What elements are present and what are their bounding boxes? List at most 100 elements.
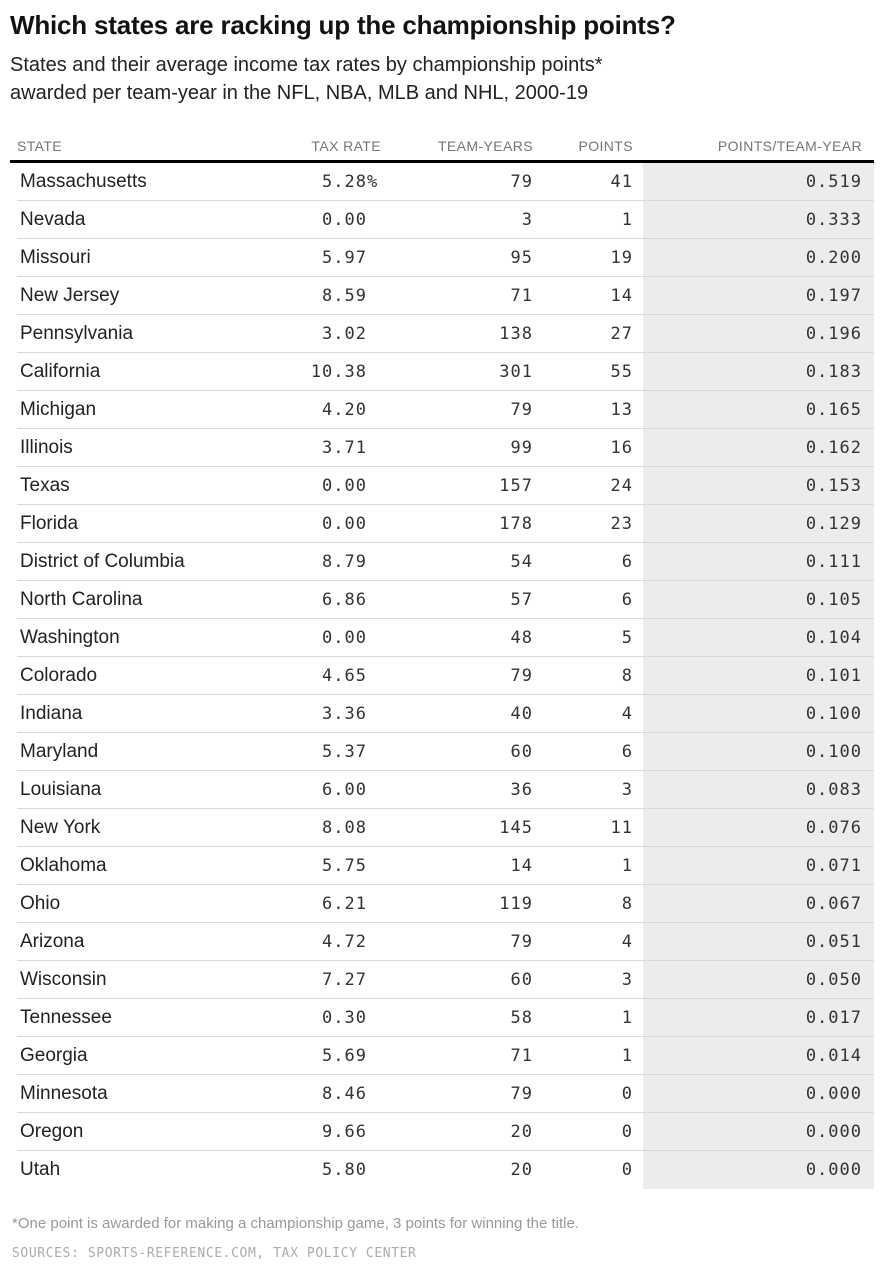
tax-rate-value: 5.37 bbox=[322, 742, 367, 763]
tax-rate-value: 4.65 bbox=[322, 666, 367, 687]
column-header-points-per-team-year: POINTS/TEAM-YEAR bbox=[717, 138, 862, 155]
tax-rate-value: 4.72 bbox=[322, 932, 367, 953]
state-cell: Minnesota bbox=[20, 1083, 108, 1105]
state-cell: Indiana bbox=[20, 703, 83, 725]
points-per-team-year-cell: 0.050 bbox=[643, 961, 874, 1000]
tax-rate-value: 7.27 bbox=[322, 970, 367, 991]
team-years-cell: 79 bbox=[510, 932, 533, 953]
table-row: Texas 0.00 157 24 0.153 bbox=[10, 467, 874, 506]
team-years-cell: 301 bbox=[499, 362, 533, 383]
tax-rate-cell: 3.71 bbox=[283, 438, 381, 458]
points-cell: 0 bbox=[621, 1160, 633, 1181]
points-cell: 4 bbox=[621, 932, 633, 953]
state-cell: Louisiana bbox=[20, 779, 102, 801]
tax-rate-cell: 9.66 bbox=[283, 1122, 381, 1142]
table-row: Arizona 4.72 79 4 0.051 bbox=[10, 923, 874, 962]
points-per-team-year-cell: 0.183 bbox=[643, 353, 874, 392]
tax-rate-value: 0.00 bbox=[322, 476, 367, 497]
tax-rate-value: 6.00 bbox=[322, 780, 367, 801]
points-per-team-year-cell: 0.051 bbox=[643, 923, 874, 962]
team-years-cell: 60 bbox=[510, 742, 533, 763]
team-years-cell: 79 bbox=[510, 400, 533, 421]
tax-rate-percent-suffix: % bbox=[367, 172, 378, 193]
points-cell: 23 bbox=[610, 514, 633, 535]
table-body: Massachusetts 5.28% 79 41 0.519 Nevada 0.00 3 1 0… bbox=[10, 163, 874, 1190]
points-per-team-year-cell: 0.017 bbox=[643, 999, 874, 1038]
tax-rate-cell: 5.75 bbox=[283, 856, 381, 876]
tax-rate-value: 3.36 bbox=[322, 704, 367, 725]
footnote: *One point is awarded for making a champ… bbox=[12, 1215, 579, 1233]
tax-rate-value: 10.38 bbox=[310, 362, 367, 383]
tax-rate-value: 9.66 bbox=[322, 1122, 367, 1143]
table-row: Colorado 4.65 79 8 0.101 bbox=[10, 657, 874, 696]
team-years-cell: 119 bbox=[499, 894, 533, 915]
chart-subtitle: States and their average income tax rate… bbox=[10, 51, 874, 107]
points-per-team-year-cell: 0.111 bbox=[643, 543, 874, 582]
tax-rate-cell: 5.69 bbox=[283, 1046, 381, 1066]
team-years-cell: 14 bbox=[510, 856, 533, 877]
table-row: Missouri 5.97 95 19 0.200 bbox=[10, 239, 874, 278]
tax-rate-value: 0.30 bbox=[322, 1008, 367, 1029]
state-cell: Wisconsin bbox=[20, 969, 107, 991]
team-years-cell: 48 bbox=[510, 628, 533, 649]
points-per-team-year-cell: 0.083 bbox=[643, 771, 874, 810]
tax-rate-cell: 0.30 bbox=[283, 1008, 381, 1028]
state-cell: Georgia bbox=[20, 1045, 88, 1067]
team-years-cell: 138 bbox=[499, 324, 533, 345]
team-years-cell: 60 bbox=[510, 970, 533, 991]
points-per-team-year-cell: 0.014 bbox=[643, 1037, 874, 1076]
state-cell: Oregon bbox=[20, 1121, 84, 1143]
points-cell: 8 bbox=[621, 894, 633, 915]
points-cell: 16 bbox=[610, 438, 633, 459]
tax-rate-cell: 8.59 bbox=[283, 286, 381, 306]
points-per-team-year-cell: 0.000 bbox=[643, 1113, 874, 1152]
tax-rate-value: 6.86 bbox=[322, 590, 367, 611]
team-years-cell: 20 bbox=[510, 1160, 533, 1181]
points-cell: 11 bbox=[610, 818, 633, 839]
table-row: Michigan 4.20 79 13 0.165 bbox=[10, 391, 874, 430]
table-header-row: STATE TAX RATE TEAM-YEARS POINTS POINTS/… bbox=[10, 133, 874, 164]
tax-rate-cell: 4.20 bbox=[283, 400, 381, 420]
points-cell: 1 bbox=[621, 1046, 633, 1067]
points-per-team-year-cell: 0.000 bbox=[643, 1075, 874, 1114]
points-per-team-year-cell: 0.519 bbox=[643, 163, 874, 202]
points-per-team-year-cell: 0.104 bbox=[643, 619, 874, 658]
state-cell: Utah bbox=[20, 1159, 61, 1181]
points-per-team-year-cell: 0.153 bbox=[643, 467, 874, 506]
tax-rate-cell: 5.28% bbox=[283, 172, 381, 192]
points-per-team-year-cell: 0.196 bbox=[643, 315, 874, 354]
points-cell: 8 bbox=[621, 666, 633, 687]
points-per-team-year-cell: 0.101 bbox=[643, 657, 874, 696]
tax-rate-value: 5.28 bbox=[322, 172, 367, 193]
state-cell: North Carolina bbox=[20, 589, 143, 611]
tax-rate-value: 5.97 bbox=[322, 248, 367, 269]
tax-rate-cell: 3.36 bbox=[283, 704, 381, 724]
table-row: Wisconsin 7.27 60 3 0.050 bbox=[10, 961, 874, 1000]
table-row: Florida 0.00 178 23 0.129 bbox=[10, 505, 874, 544]
state-cell: Tennessee bbox=[20, 1007, 112, 1029]
table-row: North Carolina 6.86 57 6 0.105 bbox=[10, 581, 874, 620]
table-row: Georgia 5.69 71 1 0.014 bbox=[10, 1037, 874, 1076]
tax-rate-value: 5.75 bbox=[322, 856, 367, 877]
team-years-cell: 79 bbox=[510, 1084, 533, 1105]
state-cell: Missouri bbox=[20, 247, 91, 269]
points-per-team-year-cell: 0.333 bbox=[643, 201, 874, 240]
points-cell: 4 bbox=[621, 704, 633, 725]
points-cell: 5 bbox=[621, 628, 633, 649]
tax-rate-value: 3.02 bbox=[322, 324, 367, 345]
tax-rate-cell: 5.97 bbox=[283, 248, 381, 268]
table-row: Massachusetts 5.28% 79 41 0.519 bbox=[10, 163, 874, 202]
state-cell: Ohio bbox=[20, 893, 61, 915]
tax-rate-value: 8.46 bbox=[322, 1084, 367, 1105]
column-header-team-years: TEAM-YEARS bbox=[437, 138, 533, 155]
table-row: New Jersey 8.59 71 14 0.197 bbox=[10, 277, 874, 316]
table-row: Minnesota 8.46 79 0 0.000 bbox=[10, 1075, 874, 1114]
team-years-cell: 54 bbox=[510, 552, 533, 573]
tax-rate-value: 4.20 bbox=[322, 400, 367, 421]
points-per-team-year-cell: 0.000 bbox=[643, 1151, 874, 1190]
tax-rate-cell: 0.00 bbox=[283, 210, 381, 230]
state-cell: Arizona bbox=[20, 931, 85, 953]
tax-rate-value: 0.00 bbox=[322, 210, 367, 231]
points-cell: 24 bbox=[610, 476, 633, 497]
team-years-cell: 3 bbox=[521, 210, 533, 231]
